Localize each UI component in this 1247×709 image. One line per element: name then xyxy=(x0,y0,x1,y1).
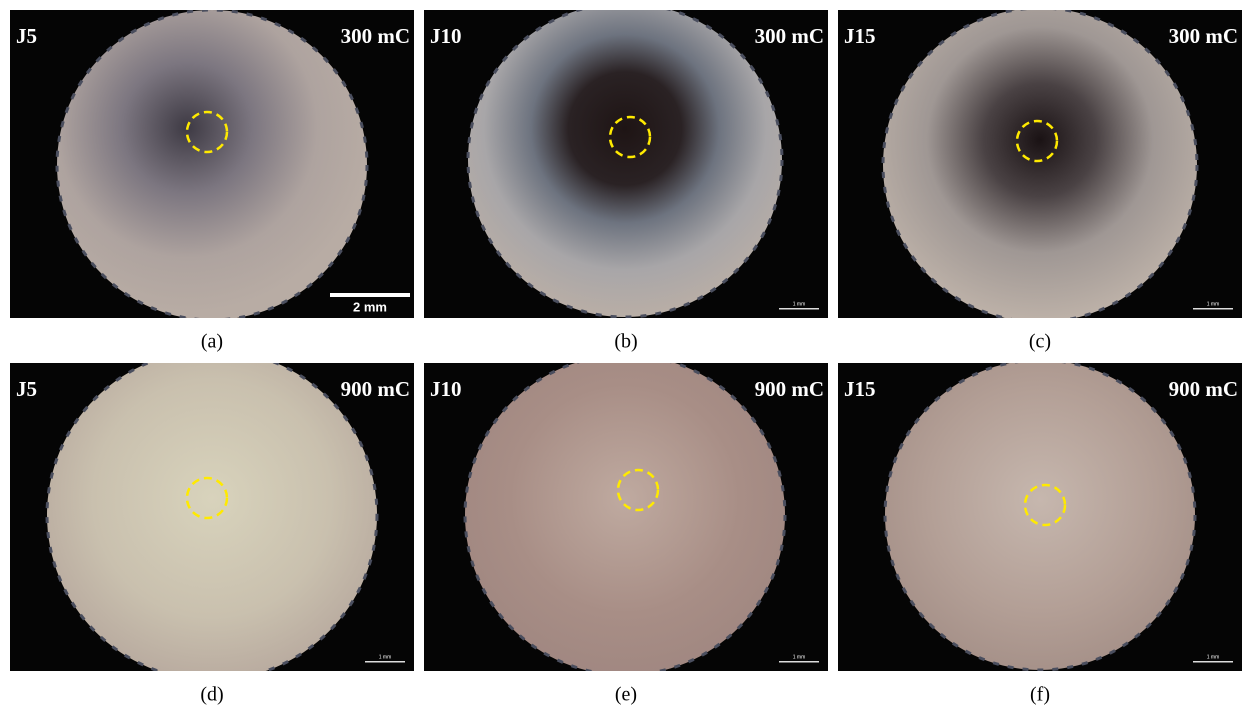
scale-label: 1 mm xyxy=(379,654,392,660)
charge-label: 900 mC xyxy=(1169,377,1238,401)
caption: (e) xyxy=(615,684,637,706)
charge-label: 300 mC xyxy=(1169,24,1238,48)
charge-label: 900 mC xyxy=(341,377,410,401)
sample-label: J10 xyxy=(430,377,462,401)
sample-disc xyxy=(47,350,377,680)
sample-disc xyxy=(883,8,1197,322)
sample-label: J5 xyxy=(16,377,37,401)
caption: (b) xyxy=(614,331,637,353)
sample-disc xyxy=(465,355,785,675)
panel: J5 900 mC 1 mm (d) xyxy=(10,350,414,706)
sample-label: J15 xyxy=(844,377,876,401)
caption: (f) xyxy=(1030,684,1050,706)
image xyxy=(883,8,1197,322)
scale-label: 1 mm xyxy=(1207,654,1220,660)
scale-bar xyxy=(1193,661,1233,663)
sample-disc xyxy=(885,360,1195,670)
scale-bar xyxy=(330,293,410,297)
caption: (d) xyxy=(200,684,223,706)
scale-label: 1 mm xyxy=(793,301,806,307)
sample-label: J15 xyxy=(844,24,876,48)
scale-bar xyxy=(1193,308,1233,310)
charge-label: 900 mC xyxy=(755,377,824,401)
panel: J10 900 mC 1 mm (e) xyxy=(424,355,828,706)
image xyxy=(465,355,785,675)
scale-label: 1 mm xyxy=(1207,301,1220,307)
sample-label: J5 xyxy=(16,24,37,48)
panel: J10 300 mC 1 mm (b) xyxy=(424,3,828,353)
caption: (a) xyxy=(201,331,223,353)
scale-bar xyxy=(779,308,819,310)
sample-disc xyxy=(57,10,367,320)
image xyxy=(57,10,367,320)
figure: J5 300 mC 2 mm (a) J10 300 mC 1 mm (b) J15 300 mC… xyxy=(0,0,1247,709)
panel: J15 900 mC 1 mm (f) xyxy=(838,360,1242,706)
image xyxy=(468,3,782,317)
scale-label: 2 mm xyxy=(353,299,387,314)
panel: J15 300 mC 1 mm (c) xyxy=(838,8,1242,353)
image xyxy=(47,350,377,680)
caption: (c) xyxy=(1029,331,1051,353)
image xyxy=(885,360,1195,670)
charge-label: 300 mC xyxy=(755,24,824,48)
scale-label: 1 mm xyxy=(793,654,806,660)
charge-label: 300 mC xyxy=(341,24,410,48)
panel: J5 300 mC 2 mm (a) xyxy=(10,10,414,353)
scale-bar xyxy=(779,661,819,663)
sample-disc xyxy=(468,3,782,317)
sample-label: J10 xyxy=(430,24,462,48)
scale-bar xyxy=(365,661,405,663)
